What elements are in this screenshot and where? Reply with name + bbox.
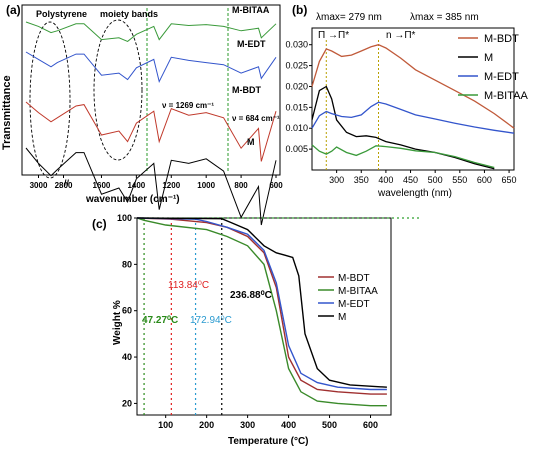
ftir-line-m [25, 147, 277, 226]
panel-a-xtick-6: 800 [234, 181, 248, 190]
panel-b-xtick-7: 650 [502, 175, 517, 185]
panel-c-annotation-bitaa: 47.27⁰C [142, 315, 178, 326]
panel-a-ellipse-polystyrene [29, 21, 71, 179]
panel-b-ytick-4: 0.025 [285, 61, 308, 71]
panel-c-xtick-1: 200 [199, 420, 214, 430]
panel-b-legend: M-BDT M M-EDT M-BITAA [458, 33, 528, 102]
panel-b-ytick-1: 0.010 [285, 123, 308, 133]
panel-c: (c) Weight % 100 200 300 400 500 600204060801… [92, 213, 419, 447]
panel-b-xtick-4: 500 [428, 175, 443, 185]
panel-a-xtick-7: 600 [269, 181, 283, 190]
panel-b-xtick-2: 400 [378, 175, 393, 185]
panel-b-legend-label-3: M-BITAA [484, 90, 528, 102]
panel-c-xtick-2: 300 [240, 420, 255, 430]
panel-b-legend-label-2: M-EDT [484, 71, 519, 83]
panel-c-annotation-m: 236.88⁰C [230, 290, 272, 301]
ftir-line-m-edt [25, 51, 277, 84]
panel-b-xtick-5: 550 [452, 175, 467, 185]
uv-line-m [311, 85, 495, 170]
panel-a-spectra [25, 21, 277, 226]
panel-a-label: (a) [6, 3, 21, 17]
panel-c-legend-label-0: M-BDT [338, 273, 370, 284]
panel-c-legend: M-BDT M-BITAA M-EDT M [318, 273, 378, 323]
panel-a-xtick-1: 2800 [55, 181, 73, 190]
panel-c-ytick-2: 60 [122, 306, 132, 316]
panel-b-ytick-2: 0.015 [285, 102, 308, 112]
panel-c-xlabel: Temperature (°C) [228, 436, 309, 447]
panel-a-series-label-2: M-BDT [232, 85, 261, 95]
panel-a-axis-break: // [64, 178, 70, 188]
panel-c-label: (c) [92, 217, 107, 231]
panel-a-ylabel: Transmittance [1, 75, 13, 150]
panel-b: (b) 300 350 400 450 500 550 600 650 0.005 0.010 0.… [285, 3, 516, 199]
panel-a-xtick-4: 1200 [162, 181, 180, 190]
panel-a: (a) Transmittance Polystyrene moiety ban… [1, 3, 283, 226]
ftir-line-m-bdt [25, 101, 277, 162]
panel-b-xlabel: wavelength (nm) [377, 188, 452, 199]
panel-b-spectra [311, 44, 515, 170]
panel-c-ylabel: Weight % [112, 300, 123, 345]
panel-b-legend-label-1: M [484, 52, 493, 64]
panel-c-ytick-1: 40 [122, 352, 132, 362]
panel-c-curves [136, 217, 387, 407]
panel-b-legend-label-0: M-BDT [484, 33, 519, 45]
panel-b-transition-pi: Π →Π* [318, 30, 349, 41]
tga-line-m [136, 217, 387, 388]
panel-a-band-1269: ν = 1269 cm⁻¹ [162, 101, 214, 110]
panel-b-xtick-1: 350 [354, 175, 369, 185]
panel-a-series-label-0: M-BITAA [232, 5, 270, 15]
panel-c-legend-label-1: M-BITAA [338, 286, 378, 297]
panel-a-xticks: 3000 2800 1600 1400 1200 1000 800 600 [30, 175, 283, 190]
panel-b-guides [325, 40, 380, 170]
tga-line-m-bdt [136, 217, 387, 395]
panel-c-ytick-3: 80 [122, 259, 132, 269]
panel-c-annotation-edt: 172.94⁰C [190, 315, 232, 326]
panel-b-ytick-3: 0.020 [285, 81, 308, 91]
panel-b-label: (b) [292, 3, 307, 17]
panel-c-xtick-5: 600 [363, 420, 378, 430]
panel-a-ellipse-moiety [93, 19, 143, 161]
panel-a-annotation-moiety: moiety bands [100, 9, 158, 19]
panel-a-band-684: ν = 684 cm⁻¹ [232, 114, 280, 123]
panel-a-frame [21, 4, 281, 176]
panel-a-series-label-1: M-EDT [237, 39, 266, 49]
panel-b-ticks: 300 350 400 450 500 550 600 650 0.005 0.010 0.015 0… [285, 40, 516, 185]
uv-line-m-bdt [311, 44, 515, 129]
ftir-line-m-bitaa [25, 21, 277, 42]
panel-b-frame [311, 27, 515, 171]
panel-b-xtick-3: 450 [403, 175, 418, 185]
panel-b-xtick-0: 300 [329, 175, 344, 185]
panel-c-ytick-0: 20 [122, 398, 132, 408]
uv-line-m-bitaa [311, 144, 495, 169]
tga-line-m-edt [136, 217, 387, 391]
tga-line-m-bitaa [136, 217, 387, 407]
panel-c-legend-label-3: M [338, 312, 346, 323]
panel-a-xtick-2: 1600 [93, 181, 111, 190]
panel-a-xtick-0: 3000 [30, 181, 48, 190]
panel-b-ytick-0: 0.005 [285, 144, 308, 154]
panel-c-legend-label-2: M-EDT [338, 299, 370, 310]
panel-c-xtick-4: 500 [322, 420, 337, 430]
panel-a-xtick-3: 1400 [127, 181, 145, 190]
panel-b-xtick-6: 600 [477, 175, 492, 185]
panel-b-lambda-279: λmax= 279 nm [316, 12, 382, 23]
panel-c-annotation-bdt: 113.84⁰C [168, 280, 209, 291]
uv-line-m-edt [311, 101, 515, 134]
panel-a-xlabel: wavenumber (cm⁻¹) [85, 194, 180, 205]
panel-a-annotation-polystyrene: Polystyrene [36, 9, 87, 19]
panel-c-xtick-3: 400 [281, 420, 296, 430]
panel-a-xtick-5: 1000 [197, 181, 215, 190]
panel-b-transition-n: n →Π* [386, 30, 416, 41]
panel-c-xtick-0: 100 [158, 420, 173, 430]
panel-c-ytick-4: 100 [117, 213, 132, 223]
panel-c-ticks: 100 200 300 400 500 600 20 40 60 80 100 [117, 213, 378, 430]
panel-b-lambda-385: λmax = 385 nm [410, 12, 479, 23]
panel-a-series-label-3: M [247, 137, 255, 147]
panel-b-ytick-5: 0.030 [285, 40, 308, 50]
